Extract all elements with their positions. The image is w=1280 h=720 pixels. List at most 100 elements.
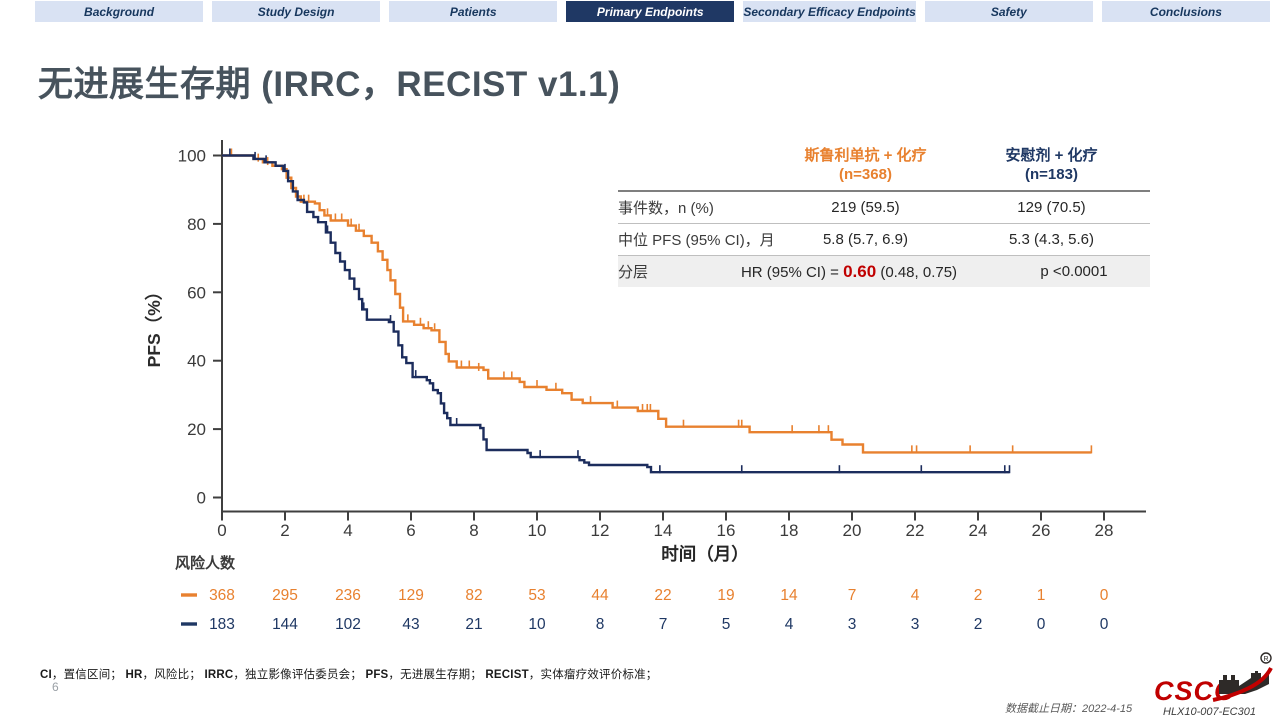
abbreviations-footnote: CI，置信区间； HR，风险比； IRRC，独立影像评估委员会； PFS，无进展…: [40, 666, 658, 682]
y-tick-label: 60: [187, 283, 206, 302]
median-pfs-row: 中位 PFS (95% CI)，月 5.8 (5.7, 6.9) 5.3 (4.…: [618, 224, 1150, 256]
risk-count: 3: [911, 616, 920, 633]
abbreviation-definition: ，风险比；: [142, 669, 205, 681]
risk-count: 8: [596, 616, 605, 633]
median-pfs-arm1: 5.8 (5.7, 6.9): [822, 231, 909, 248]
abbreviation: IRRC: [204, 669, 234, 681]
abbreviation: RECIST: [485, 669, 529, 681]
abbreviation-definition: ，实体瘤疗效评价标准；: [528, 669, 658, 681]
svg-text:R: R: [1263, 656, 1268, 663]
top-nav: Background Study Design Patients Primary En…: [0, 0, 1280, 24]
arm1-name: 斯鲁利单抗 + 化疗: [804, 147, 927, 164]
col-header-placebo: 安慰剂 + 化疗 (n=183): [953, 146, 1150, 184]
y-tick-label: 80: [187, 215, 206, 234]
tab-background[interactable]: Background: [35, 1, 204, 22]
risk-count: 236: [335, 587, 361, 604]
x-tick-label: 16: [717, 521, 736, 540]
risk-count: 7: [848, 587, 857, 604]
stats-table-header: 斯鲁利单抗 + 化疗 (n=368) 安慰剂 + 化疗 (n=183): [618, 146, 1150, 192]
arm1-n: (n=368): [839, 166, 892, 183]
abbreviation: HR: [125, 669, 143, 681]
risk-count: 129: [398, 587, 424, 604]
risk-count: 7: [659, 616, 668, 633]
arm2-n: (n=183): [1025, 166, 1078, 183]
risk-count: 43: [402, 616, 419, 633]
risk-table-title: 风险人数: [175, 554, 236, 572]
risk-count: 0: [1037, 616, 1046, 633]
tab-study-design[interactable]: Study Design: [212, 1, 381, 22]
x-tick-label: 18: [780, 521, 799, 540]
risk-count: 2: [974, 616, 983, 633]
x-tick-label: 20: [843, 521, 862, 540]
data-cutoff-date: 数据截止日期：2022-4-15: [1005, 703, 1133, 715]
hazard-ratio-value: HR (95% CI) = 0.60 (0.48, 0.75): [740, 261, 958, 281]
events-arm2: 129 (70.5): [1017, 199, 1086, 216]
risk-count: 82: [465, 587, 482, 604]
x-tick-label: 22: [906, 521, 925, 540]
x-tick-label: 8: [469, 521, 478, 540]
x-tick-label: 0: [217, 521, 226, 540]
x-tick-label: 24: [969, 521, 988, 540]
tab-patients[interactable]: Patients: [389, 1, 558, 22]
tab-safety[interactable]: Safety: [924, 1, 1093, 22]
x-tick-label: 4: [343, 521, 352, 540]
y-tick-label: 20: [187, 420, 206, 439]
stats-table: 斯鲁利单抗 + 化疗 (n=368) 安慰剂 + 化疗 (n=183) 事件数，…: [618, 146, 1150, 287]
risk-count: 4: [911, 587, 920, 604]
x-tick-label: 6: [406, 521, 415, 540]
km-curve-placebo: [222, 154, 1010, 474]
tab-conclusions[interactable]: Conclusions: [1101, 1, 1270, 22]
risk-count: 144: [272, 616, 298, 633]
p-value: p <0.0001: [1040, 263, 1108, 280]
risk-count: 22: [654, 587, 671, 604]
median-pfs-label: 中位 PFS (95% CI)，月: [618, 232, 775, 249]
x-tick-label: 28: [1095, 521, 1114, 540]
arm2-name: 安慰剂 + 化疗: [1005, 147, 1098, 164]
x-tick-label: 12: [591, 521, 610, 540]
risk-count: 19: [717, 587, 734, 604]
abbreviation-definition: ，独立影像评估委员会；: [233, 669, 366, 681]
risk-count: 295: [272, 587, 298, 604]
stratified-label: 分层: [618, 264, 649, 281]
study-code: HLX10-007-EC301: [1163, 706, 1256, 718]
x-tick-label: 2: [280, 521, 289, 540]
events-label: 事件数，n (%): [618, 200, 714, 217]
y-tick-label: 0: [197, 489, 206, 508]
risk-count: 53: [528, 587, 545, 604]
x-tick-label: 10: [528, 521, 547, 540]
median-pfs-arm2: 5.3 (4.3, 5.6): [1008, 231, 1095, 248]
risk-count: 10: [528, 616, 546, 633]
hr-number: 0.60: [843, 261, 877, 281]
risk-count: 0: [1100, 616, 1109, 633]
page-number: 6: [52, 680, 59, 694]
abbreviation: PFS: [365, 669, 389, 681]
hazard-ratio-row: 分层 HR (95% CI) = 0.60 (0.48, 0.75) p <0.…: [618, 256, 1150, 287]
risk-count: 1: [1037, 587, 1046, 604]
great-wall-icon: R: [1212, 652, 1273, 702]
risk-count: 4: [785, 616, 794, 633]
y-tick-label: 100: [178, 147, 206, 166]
risk-count: 0: [1100, 587, 1109, 604]
risk-count: 102: [335, 616, 361, 633]
risk-count: 14: [780, 587, 798, 604]
events-arm1: 219 (59.5): [831, 199, 900, 216]
events-row: 事件数，n (%) 219 (59.5) 129 (70.5): [618, 192, 1150, 224]
tab-primary-endpoints[interactable]: Primary Endpoints: [566, 1, 735, 22]
risk-count: 183: [209, 616, 235, 633]
x-tick-label: 26: [1032, 521, 1051, 540]
csco-logo: CSCO R: [1148, 650, 1273, 706]
risk-count: 2: [974, 587, 983, 604]
risk-count: 368: [209, 587, 235, 604]
y-axis-title: PFS（%）: [144, 283, 164, 368]
abbreviation: CI: [40, 669, 52, 681]
risk-count: 3: [848, 616, 857, 633]
tab-secondary-efficacy-endpoints[interactable]: Secondary Efficacy Endpoints: [743, 1, 916, 22]
col-header-serplulimab: 斯鲁利单抗 + 化疗 (n=368): [778, 146, 953, 184]
risk-count: 44: [591, 587, 609, 604]
x-tick-label: 14: [654, 521, 673, 540]
y-tick-label: 40: [187, 352, 206, 371]
abbreviation-definition: ，置信区间；: [51, 669, 126, 681]
abbreviation-definition: ，无进展生存期；: [388, 669, 486, 681]
page-title: 无进展生存期 (IRRC，RECIST v1.1): [38, 65, 621, 104]
